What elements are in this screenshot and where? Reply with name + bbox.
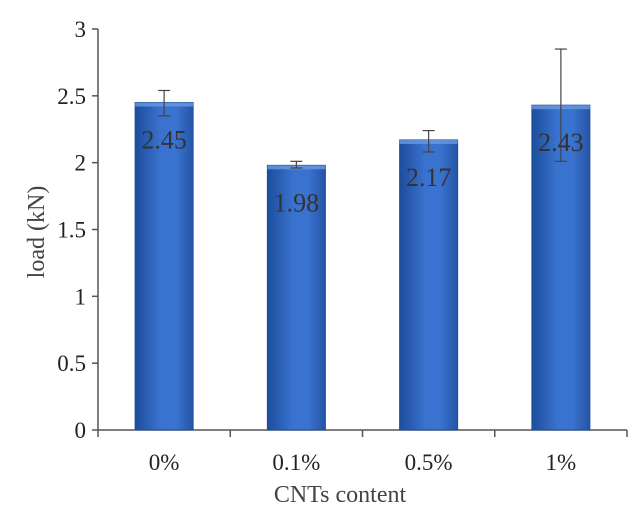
y-tick-label: 1 xyxy=(75,284,87,309)
x-tick-label: 0.5% xyxy=(405,450,453,475)
x-tick-label: 0% xyxy=(149,450,180,475)
y-tick-label: 0 xyxy=(75,418,87,443)
bar xyxy=(266,164,326,431)
y-tick-label: 2.5 xyxy=(57,84,86,109)
y-tick-label: 2 xyxy=(75,151,87,176)
bar xyxy=(399,139,459,431)
y-tick-label: 0.5 xyxy=(57,351,86,376)
y-tick-label: 1.5 xyxy=(57,218,86,243)
y-axis-title: load (kN) xyxy=(24,186,50,279)
data-label: 2.17 xyxy=(406,163,452,192)
x-tick-label: 1% xyxy=(546,450,577,475)
bar xyxy=(134,102,194,431)
x-tick-label: 0.1% xyxy=(272,450,320,475)
x-axis-title: CNTs content xyxy=(274,482,407,508)
plot-area: 0 0.5 1 1.5 2 2.5 3 2.45 0% 1.98 0.1% 2.17 0.5% 2.43 1… xyxy=(57,17,628,475)
data-label: 2.43 xyxy=(538,128,584,157)
data-label: 1.98 xyxy=(274,188,320,217)
data-label: 2.45 xyxy=(141,126,187,155)
y-tick-label: 3 xyxy=(75,17,87,42)
